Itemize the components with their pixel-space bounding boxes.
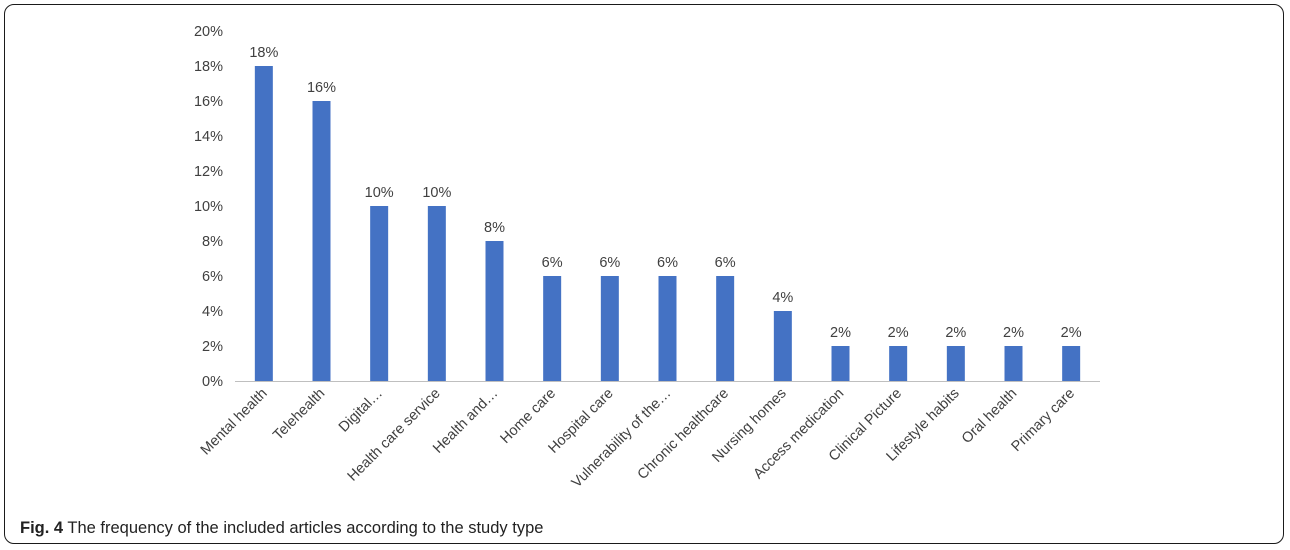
data-label: 2% <box>888 325 909 341</box>
y-tick-label: 20% <box>194 24 223 40</box>
figure-label: Fig. 4 <box>20 519 64 537</box>
bar <box>427 206 446 381</box>
y-tick-label: 6% <box>202 269 223 285</box>
figure-caption-text: The frequency of the included articles a… <box>67 519 544 537</box>
y-tick-label: 0% <box>202 374 223 390</box>
bar <box>1062 346 1081 381</box>
y-tick-label: 2% <box>202 339 223 355</box>
bar <box>370 206 389 381</box>
data-label: 2% <box>945 325 966 341</box>
x-tick-label: Mental health <box>198 386 271 459</box>
bar <box>1004 346 1023 381</box>
y-tick-label: 4% <box>202 304 223 320</box>
data-label: 18% <box>249 45 278 61</box>
bar <box>254 66 273 381</box>
y-tick-label: 10% <box>194 199 223 215</box>
data-label: 6% <box>542 255 563 271</box>
bar <box>658 276 677 381</box>
bar <box>773 311 792 381</box>
y-axis-ticks: 0% 2% 4% 6% 8% 10% 12% 14% 16% 18% 20% <box>194 24 223 390</box>
data-label: 6% <box>599 255 620 271</box>
data-label: 2% <box>830 325 851 341</box>
y-tick-label: 14% <box>194 129 223 145</box>
bar <box>485 241 504 381</box>
figure-caption: Fig. 4 The frequency of the included art… <box>20 519 543 538</box>
x-tick-label: Vulnerability of the… <box>569 386 675 492</box>
bars-group <box>254 66 1081 381</box>
y-tick-label: 8% <box>202 234 223 250</box>
data-label: 10% <box>365 185 394 201</box>
data-label: 2% <box>1003 325 1024 341</box>
x-tick-label: Digital… <box>336 386 386 436</box>
x-tick-label: Home care <box>498 386 559 447</box>
data-label: 2% <box>1061 325 1082 341</box>
data-label: 16% <box>307 80 336 96</box>
data-labels-group: 18% 16% 10% 10% 8% 6% 6% 6% 6% 4% 2% 2% 2% 2% 2% <box>249 45 1081 341</box>
y-tick-label: 12% <box>194 164 223 180</box>
bar <box>543 276 562 381</box>
figure-frame <box>4 4 1284 544</box>
data-label: 4% <box>772 290 793 306</box>
data-label: 6% <box>715 255 736 271</box>
bar-chart: 0% 2% 4% 6% 8% 10% 12% 14% 16% 18% 20% 18% 16% 10% 10… <box>194 24 1100 492</box>
bar <box>312 101 331 381</box>
bar <box>716 276 735 381</box>
x-axis-labels: Mental health Telehealth Digital…Health ca… <box>198 386 1078 492</box>
bar <box>600 276 619 381</box>
x-tick-label: Telehealth <box>270 386 328 444</box>
y-tick-label: 16% <box>194 94 223 110</box>
bar <box>831 346 850 381</box>
data-label: 6% <box>657 255 678 271</box>
bar <box>889 346 908 381</box>
data-label: 8% <box>484 220 505 236</box>
bar <box>946 346 965 381</box>
y-tick-label: 18% <box>194 59 223 75</box>
x-tick-label: Oral health <box>959 386 1020 447</box>
data-label: 10% <box>422 185 451 201</box>
